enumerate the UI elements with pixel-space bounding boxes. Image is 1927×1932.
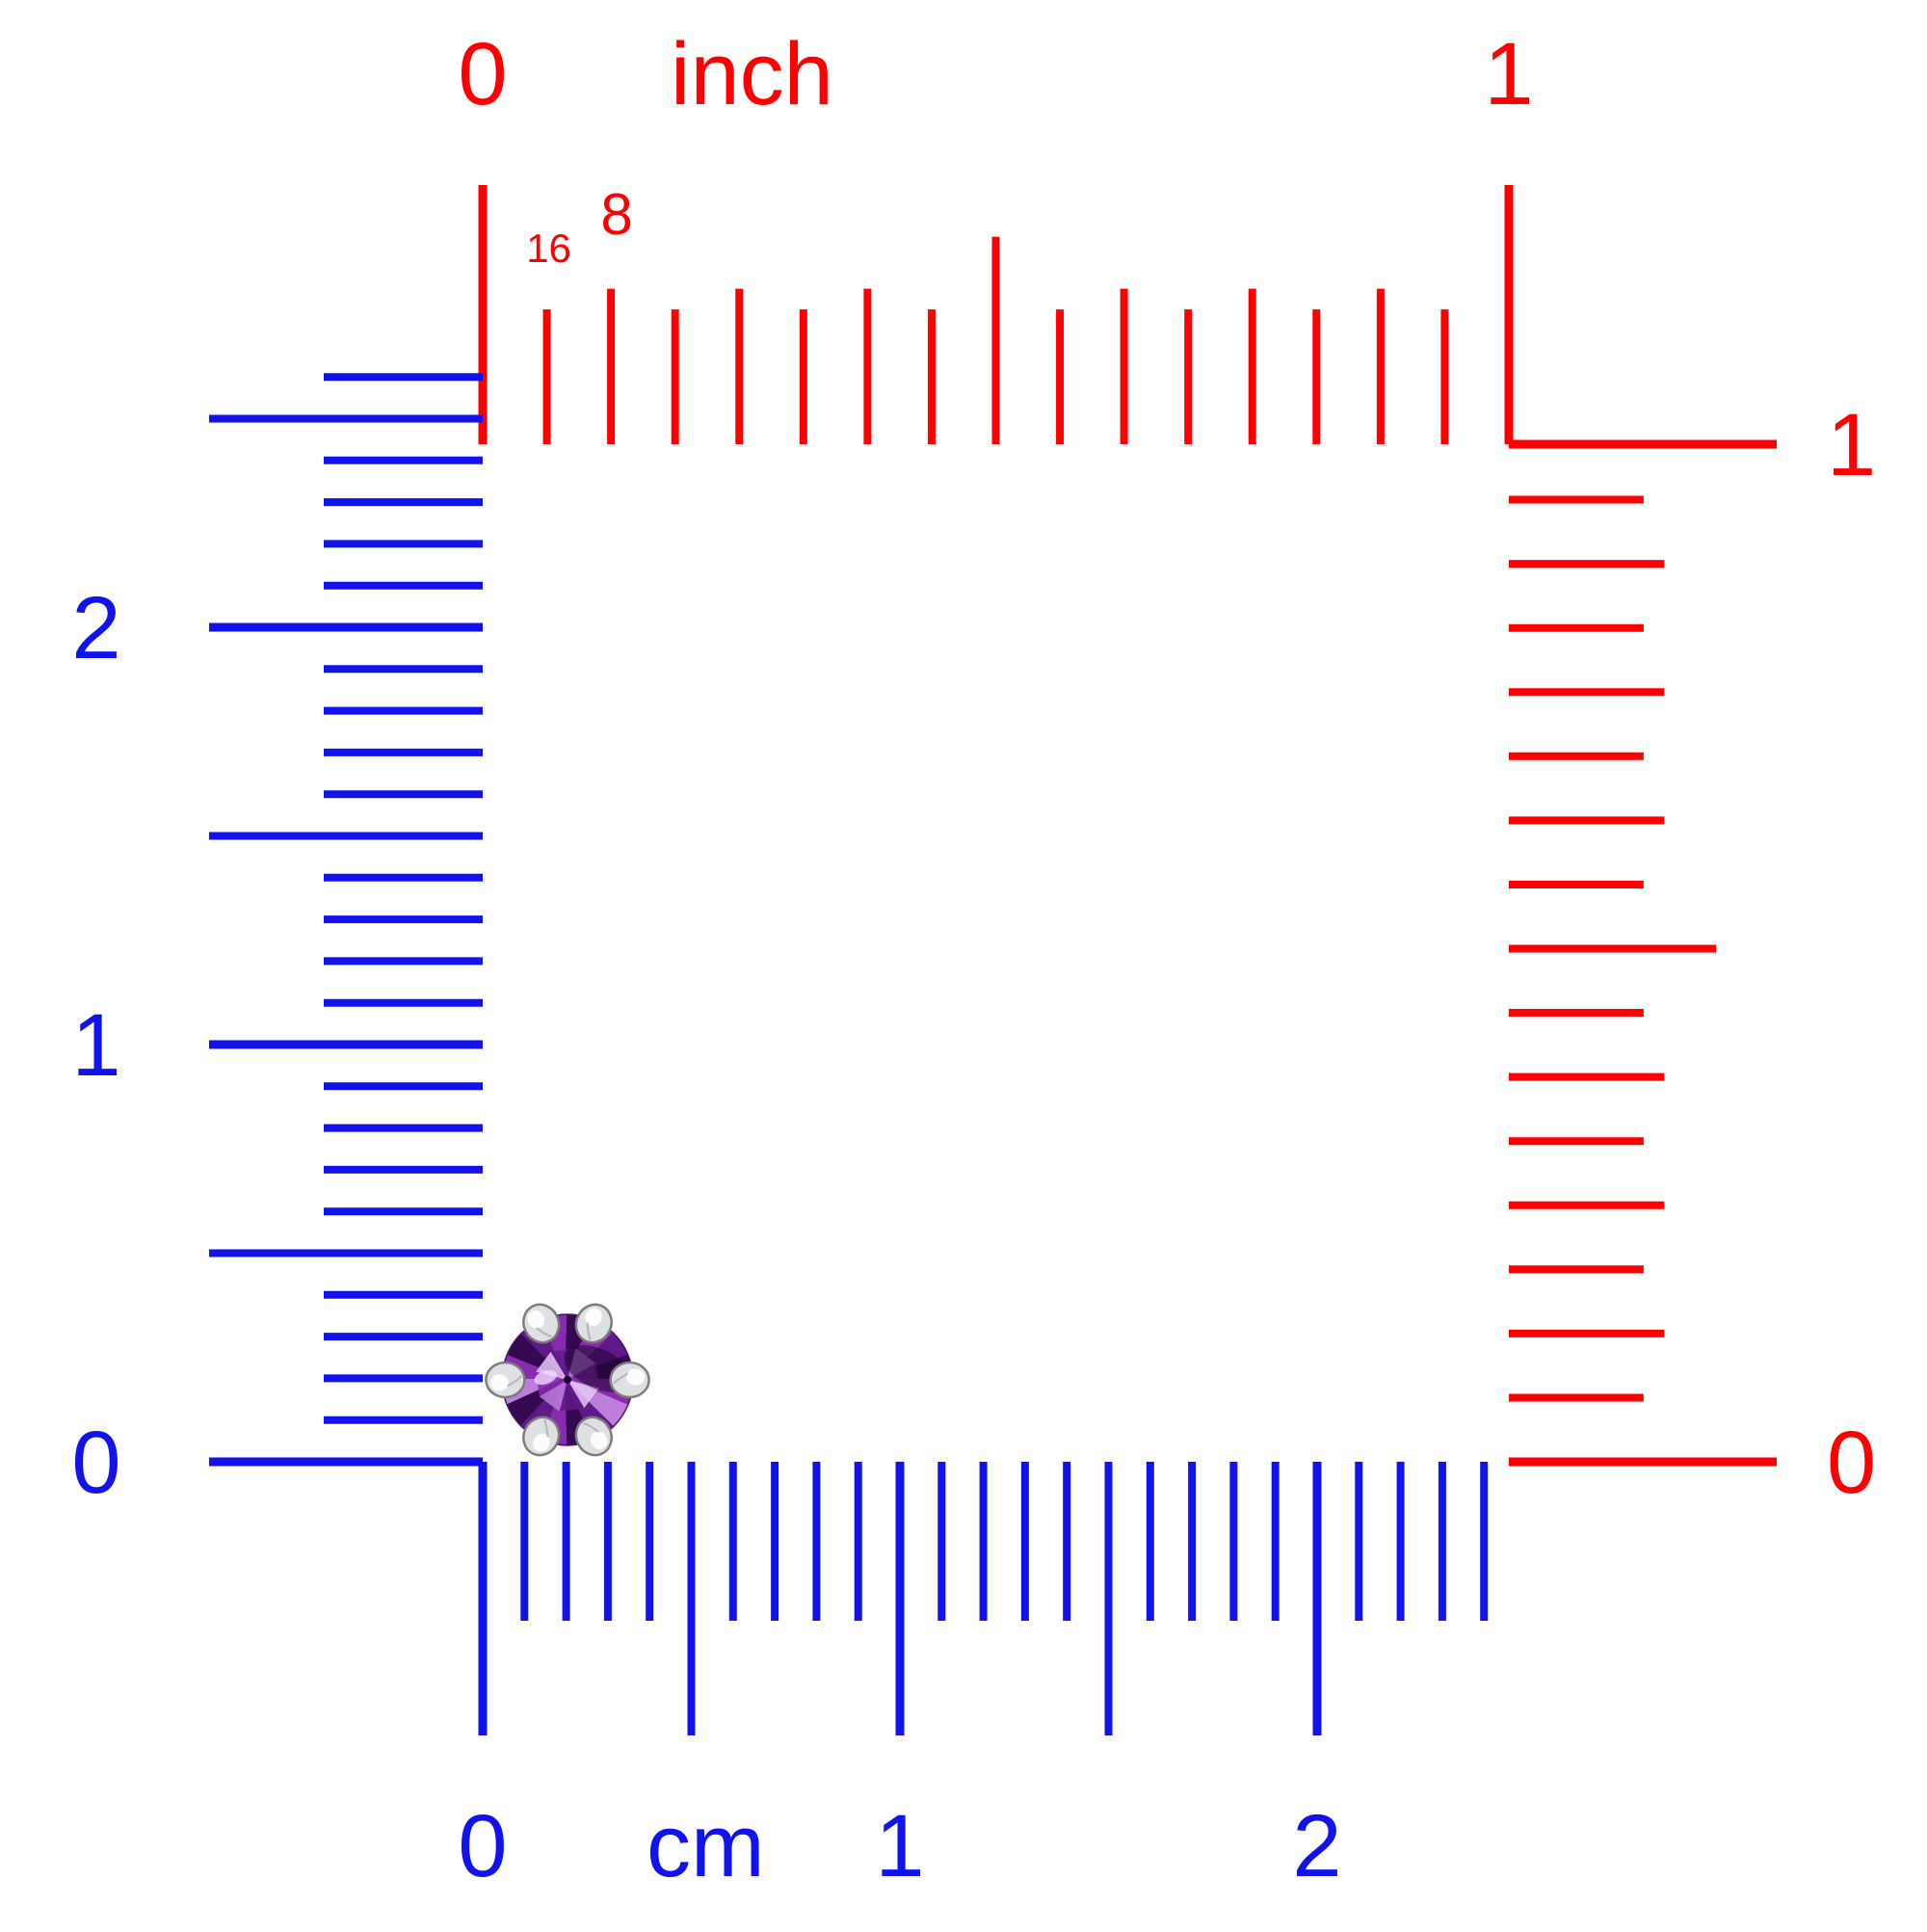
svg-text:0: 0	[71, 1414, 120, 1512]
svg-text:1: 1	[1484, 25, 1533, 123]
svg-text:inch: inch	[671, 25, 833, 123]
svg-text:1: 1	[71, 996, 120, 1095]
svg-text:2: 2	[71, 579, 120, 677]
svg-text:8: 8	[600, 182, 632, 247]
svg-text:0: 0	[458, 1797, 507, 1895]
svg-text:cm: cm	[647, 1797, 765, 1895]
svg-text:16: 16	[526, 225, 571, 271]
svg-text:1: 1	[1827, 396, 1876, 494]
svg-text:0: 0	[1827, 1414, 1876, 1512]
svg-text:0: 0	[458, 25, 507, 123]
svg-text:1: 1	[875, 1797, 924, 1895]
svg-text:2: 2	[1292, 1797, 1341, 1895]
